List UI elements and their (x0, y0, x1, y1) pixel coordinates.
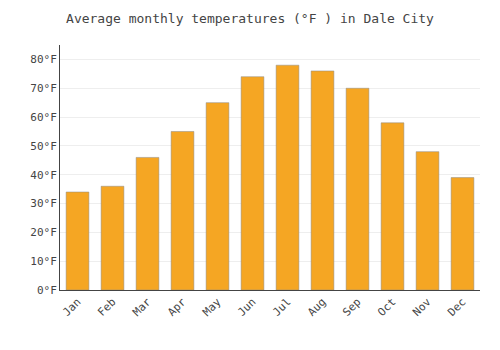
svg-text:80°F: 80°F (30, 53, 57, 66)
svg-text:Dec: Dec (445, 296, 468, 319)
svg-text:May: May (200, 295, 224, 319)
svg-text:70°F: 70°F (30, 82, 57, 95)
svg-text:20°F: 20°F (30, 226, 57, 239)
svg-text:0°F: 0°F (37, 284, 57, 297)
svg-text:Nov: Nov (410, 295, 434, 319)
svg-text:Average monthly temperatures (: Average monthly temperatures (°F ) in Da… (66, 11, 434, 26)
svg-text:Apr: Apr (165, 295, 189, 319)
svg-text:Mar: Mar (130, 295, 154, 319)
svg-text:Oct: Oct (375, 296, 398, 319)
svg-text:Feb: Feb (95, 296, 118, 319)
svg-text:50°F: 50°F (30, 140, 57, 153)
svg-text:Jan: Jan (60, 296, 83, 319)
svg-text:Jun: Jun (235, 296, 258, 319)
svg-text:Aug: Aug (305, 296, 328, 319)
svg-text:40°F: 40°F (30, 169, 57, 182)
svg-text:Sep: Sep (340, 296, 363, 319)
svg-text:60°F: 60°F (30, 111, 57, 124)
svg-text:10°F: 10°F (30, 255, 57, 268)
svg-text:30°F: 30°F (30, 197, 57, 210)
svg-text:Jul: Jul (270, 296, 293, 319)
